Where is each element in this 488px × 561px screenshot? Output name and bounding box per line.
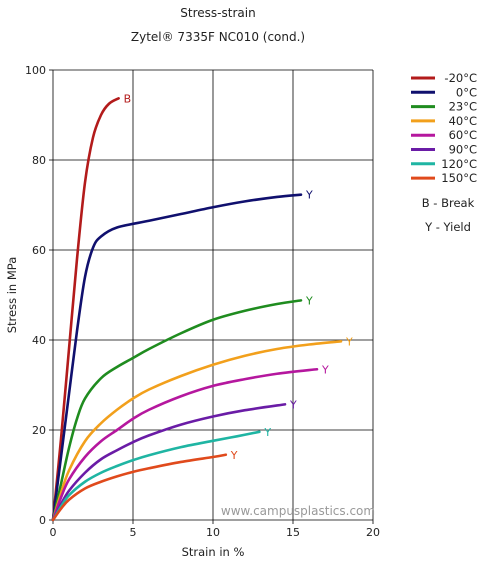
legend-label-6: 120°C	[441, 157, 477, 171]
series-end-label-6: Y	[263, 426, 271, 439]
y-tick-label-5: 100	[25, 64, 46, 77]
note-yield: Y - Yield	[424, 220, 471, 234]
series-layer: B Y Y Y Y Y Y Y	[51, 92, 353, 522]
y-tick-label-1: 20	[32, 424, 46, 437]
series-end-label-2: Y	[305, 294, 313, 307]
legend-label-7: 150°C	[441, 171, 477, 185]
ticks: 0 5 10 15 20 0 20 40 60 80 100	[25, 64, 380, 539]
grid	[52, 69, 374, 521]
series-end-label-4: Y	[321, 363, 329, 376]
series-end-label-3: Y	[345, 335, 353, 348]
series-line-5	[51, 403, 287, 522]
series-line-6	[51, 430, 261, 522]
x-axis-label: Strain in %	[182, 545, 245, 559]
series-end-label-1: Y	[305, 189, 313, 202]
x-tick-label-2: 10	[206, 526, 220, 539]
watermark: www.campusplastics.com	[221, 504, 375, 518]
x-tick-label-3: 15	[286, 526, 300, 539]
chart-title: Stress-strain	[180, 6, 255, 20]
legend-label-1: 0°C	[456, 85, 477, 99]
legend-label-0: -20°C	[444, 71, 477, 85]
y-axis-label: Stress in MPa	[5, 257, 19, 334]
y-tick-label-2: 40	[32, 334, 46, 347]
series-line-1	[51, 193, 303, 522]
y-tick-label-4: 80	[32, 154, 46, 167]
x-tick-label-1: 5	[130, 526, 137, 539]
y-tick-label-0: 0	[39, 514, 46, 527]
series-line-4	[51, 367, 319, 522]
series-line-7	[51, 453, 228, 522]
series-end-label-5: Y	[289, 398, 297, 411]
y-tick-label-3: 60	[32, 244, 46, 257]
series-end-label-0: B	[124, 92, 132, 105]
note-break: B - Break	[422, 196, 475, 210]
x-tick-label-0: 0	[50, 526, 57, 539]
series-line-3	[51, 340, 343, 522]
series-line-2	[51, 299, 303, 522]
series-end-label-7: Y	[230, 449, 238, 462]
legend-label-2: 23°C	[449, 100, 477, 114]
chart-subtitle: Zytel® 7335F NC010 (cond.)	[131, 30, 305, 44]
legend-label-5: 90°C	[449, 143, 477, 157]
legend-label-3: 40°C	[449, 114, 477, 128]
series-line-0	[51, 97, 120, 522]
legend-label-4: 60°C	[449, 128, 477, 142]
x-tick-label-4: 20	[366, 526, 380, 539]
